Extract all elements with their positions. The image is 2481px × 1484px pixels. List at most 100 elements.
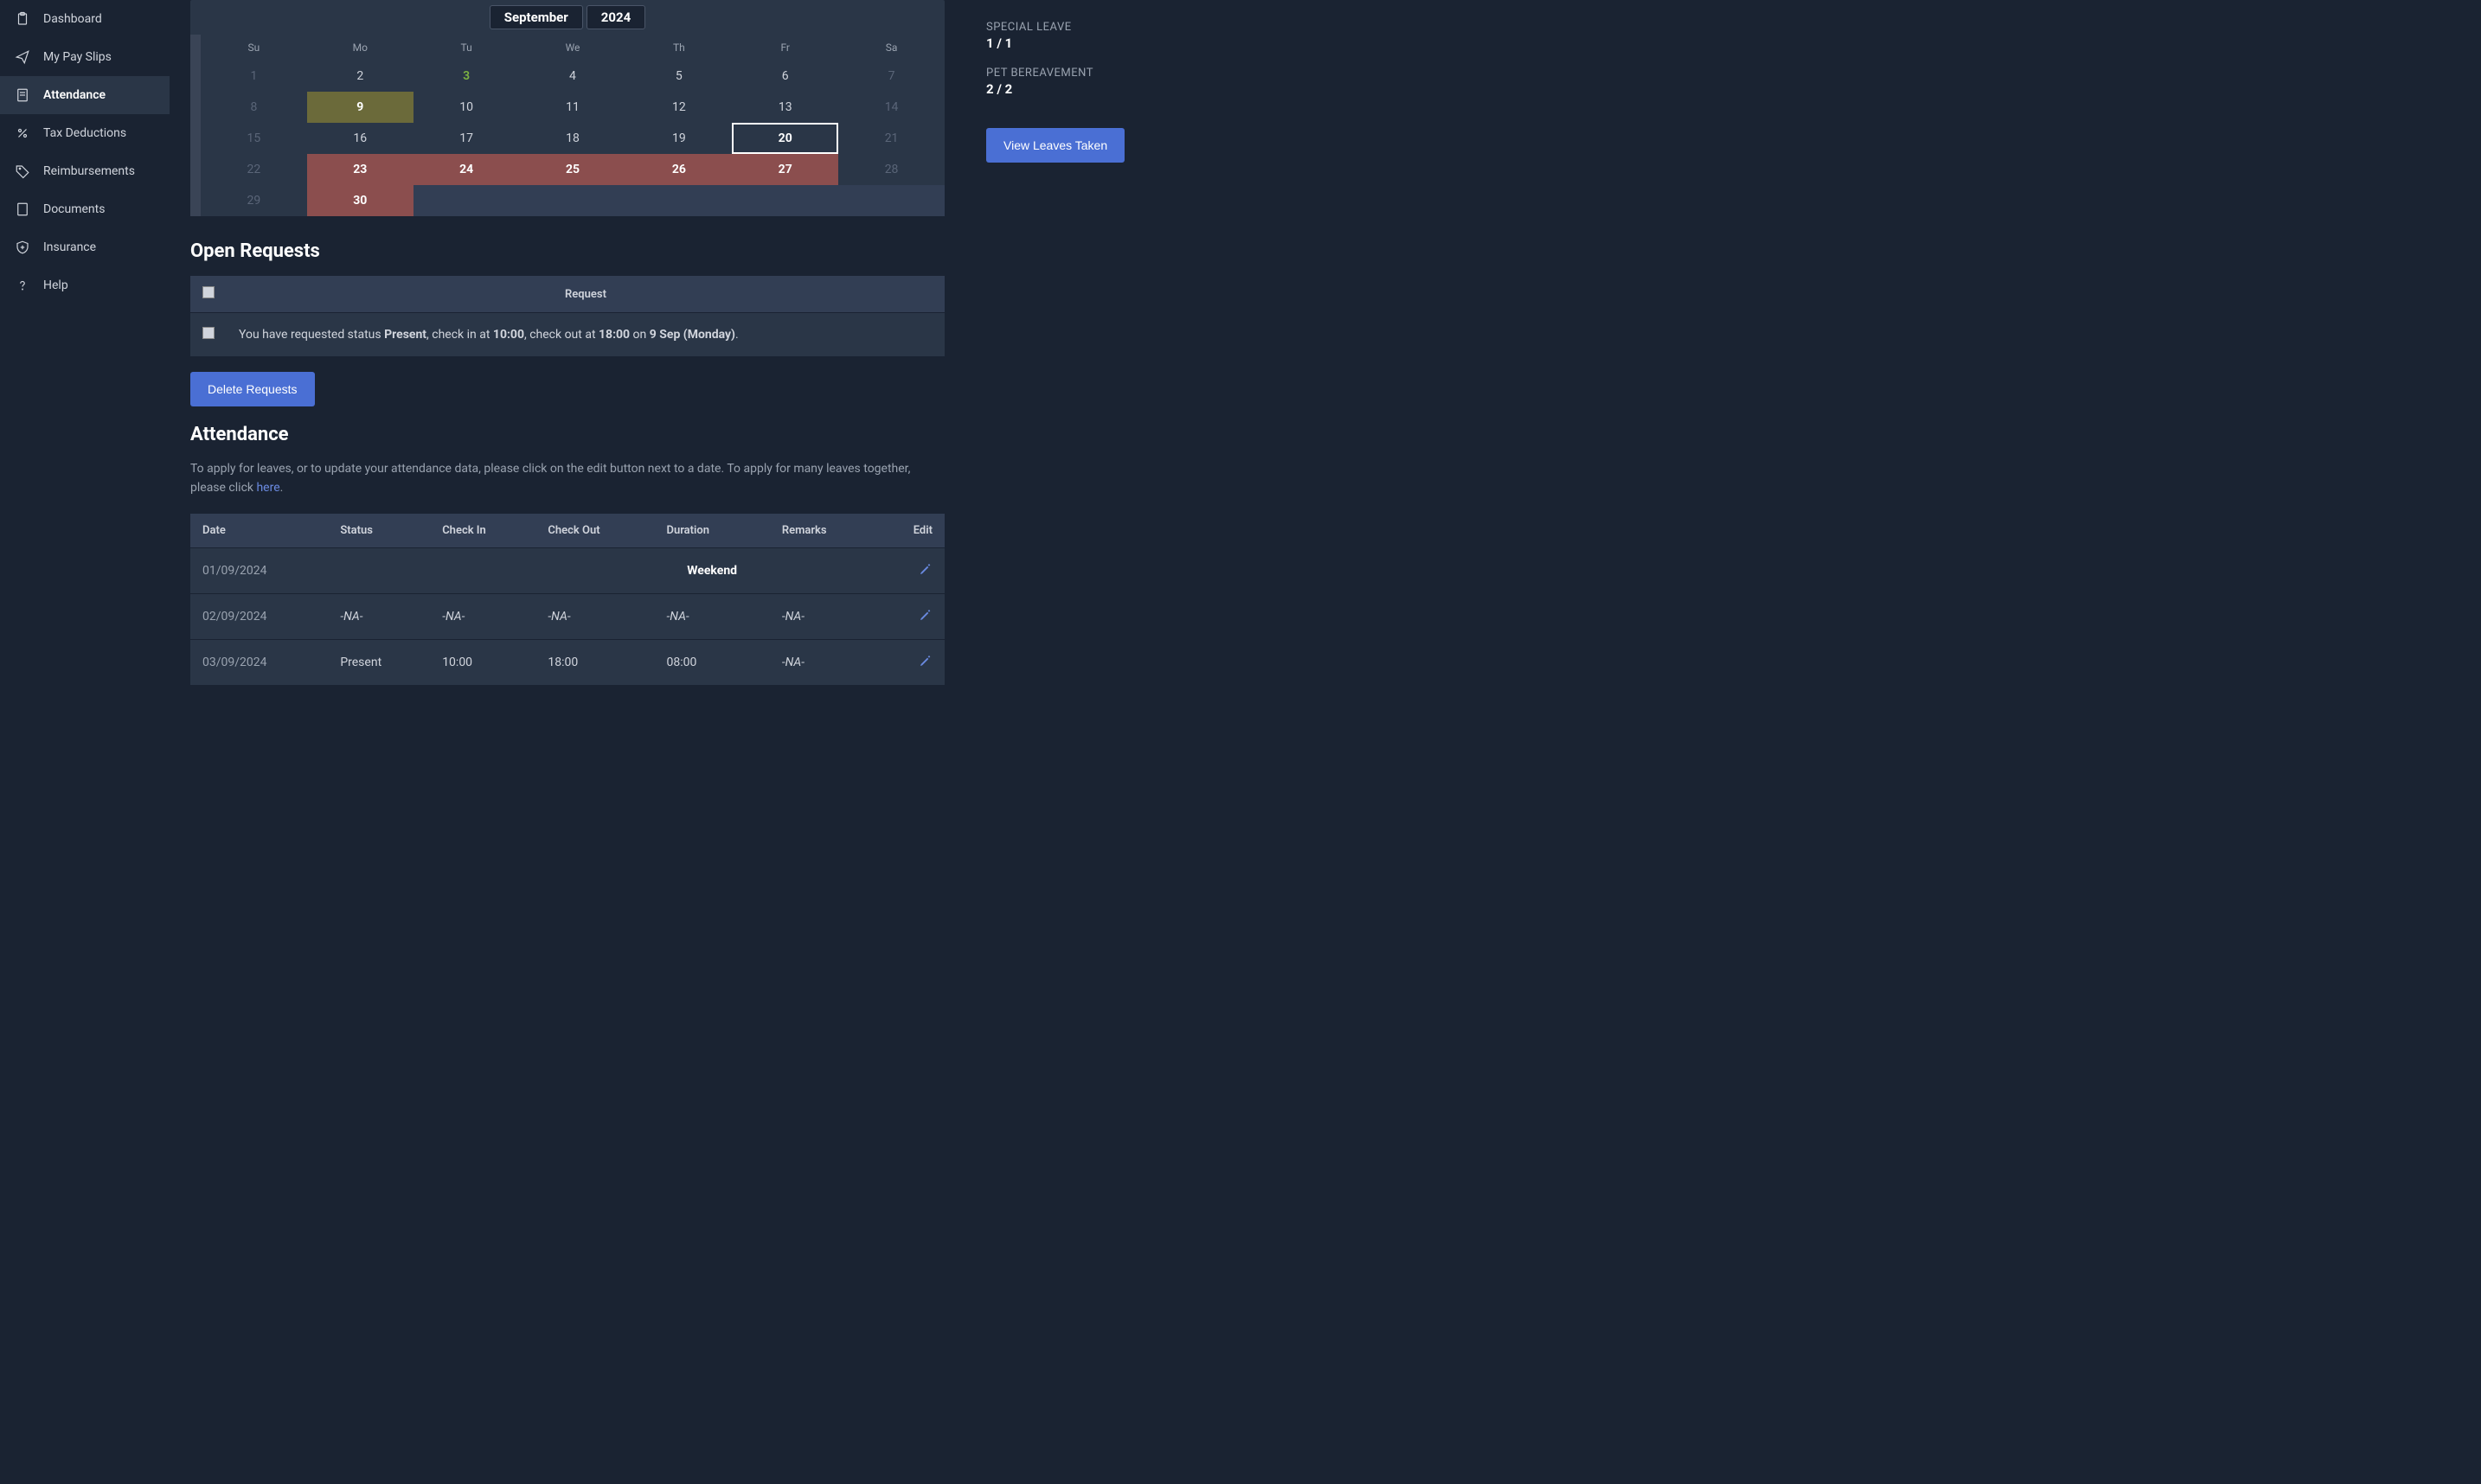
sidebar-item-attendance[interactable]: Attendance <box>0 76 170 114</box>
open-requests-title: Open Requests <box>190 240 945 262</box>
calendar-day[interactable]: 19 <box>625 123 732 154</box>
leave-label: Special Leave <box>986 21 1187 34</box>
calendar-day[interactable]: 20 <box>732 123 838 154</box>
calendar-day <box>838 185 945 216</box>
sidebar-item-insurance[interactable]: Insurance <box>0 228 170 266</box>
here-link[interactable]: here <box>256 481 279 495</box>
sidebar-item-dashboard[interactable]: Dashboard <box>0 0 170 38</box>
calendar-day[interactable]: 7 <box>838 61 945 92</box>
calendar-day[interactable]: 6 <box>732 61 838 92</box>
month-select[interactable]: September <box>490 5 583 29</box>
attendance-cell: -NA- <box>535 593 654 639</box>
attendance-cell: 18:00 <box>535 639 654 685</box>
calendar-day[interactable]: 2 <box>307 61 414 92</box>
attendance-col: Date <box>190 514 328 548</box>
sidebar-label: Reimbursements <box>43 164 135 178</box>
request-header: Request <box>227 276 945 313</box>
attendance-cell: 02/09/2024 <box>190 593 328 639</box>
calendar-day[interactable]: 23 <box>307 154 414 185</box>
attendance-cell: 08:00 <box>655 639 770 685</box>
calendar-day[interactable]: 3 <box>414 61 520 92</box>
sidebar-label: Dashboard <box>43 12 102 26</box>
calendar-day[interactable]: 18 <box>520 123 626 154</box>
calendar-day[interactable]: 24 <box>414 154 520 185</box>
sidebar-label: My Pay Slips <box>43 50 112 64</box>
shield-icon <box>14 239 31 256</box>
edit-icon[interactable] <box>919 657 933 671</box>
view-leaves-button[interactable]: View Leaves Taken <box>986 128 1125 163</box>
folder-icon <box>14 201 31 218</box>
calendar-day[interactable]: 5 <box>625 61 732 92</box>
calendar-day[interactable]: 14 <box>838 92 945 123</box>
sidebar-item-tax[interactable]: Tax Deductions <box>0 114 170 152</box>
calendar-day[interactable]: 13 <box>732 92 838 123</box>
attendance-col: Remarks <box>770 514 877 548</box>
calendar-day[interactable]: 9 <box>307 92 414 123</box>
attendance-cell: Weekend <box>655 547 770 593</box>
attendance-cell <box>535 547 654 593</box>
calendar-grid: SuMoTuWeThFrSa12345678910111213141516171… <box>190 35 945 216</box>
attendance-cell <box>328 547 430 593</box>
edit-cell <box>877 593 945 639</box>
sidebar-label: Documents <box>43 202 105 216</box>
attendance-cell <box>770 547 877 593</box>
sidebar-item-reimbursements[interactable]: Reimbursements <box>0 152 170 190</box>
request-checkbox[interactable] <box>202 327 215 339</box>
calendar-day[interactable]: 11 <box>520 92 626 123</box>
calendar-day[interactable]: 26 <box>625 154 732 185</box>
sidebar-label: Attendance <box>43 88 106 102</box>
leave-count: 1 / 1 <box>986 35 1187 51</box>
calendar-day[interactable]: 10 <box>414 92 520 123</box>
attendance-title: Attendance <box>190 424 945 445</box>
calendar-day[interactable]: 16 <box>307 123 414 154</box>
calendar-day <box>520 185 626 216</box>
help-icon <box>14 277 31 294</box>
calendar-day[interactable]: 27 <box>732 154 838 185</box>
attendance-col: Check Out <box>535 514 654 548</box>
leave-block: Pet Bereavement2 / 2 <box>986 67 1187 97</box>
calendar-day[interactable]: 8 <box>201 92 307 123</box>
edit-icon[interactable] <box>919 611 933 625</box>
sidebar-item-help[interactable]: Help <box>0 266 170 304</box>
calendar-day[interactable]: 15 <box>201 123 307 154</box>
edit-cell <box>877 547 945 593</box>
edit-icon[interactable] <box>919 566 933 579</box>
leave-count: 2 / 2 <box>986 81 1187 97</box>
calendar-day[interactable]: 17 <box>414 123 520 154</box>
calendar-day[interactable]: 29 <box>201 185 307 216</box>
open-requests-table: Request You have requested status Presen… <box>190 276 945 356</box>
calendar-day[interactable]: 25 <box>520 154 626 185</box>
calendar-dow: Tu <box>414 35 520 61</box>
calendar-dow: Su <box>201 35 307 61</box>
calendar-day[interactable]: 28 <box>838 154 945 185</box>
calendar-day[interactable]: 21 <box>838 123 945 154</box>
select-all-checkbox[interactable] <box>202 286 215 298</box>
calendar-day <box>625 185 732 216</box>
attendance-row: 02/09/2024-NA--NA--NA--NA--NA- <box>190 593 945 639</box>
clipboard-icon <box>14 10 31 28</box>
attendance-col: Check In <box>430 514 535 548</box>
attendance-cell: Present <box>328 639 430 685</box>
sidebar-label: Tax Deductions <box>43 126 126 140</box>
sidebar-item-documents[interactable]: Documents <box>0 190 170 228</box>
attendance-col: Edit <box>877 514 945 548</box>
attendance-cell <box>430 547 535 593</box>
percent-icon <box>14 125 31 142</box>
request-row: You have requested status Present, check… <box>190 313 945 357</box>
calendar-day[interactable]: 1 <box>201 61 307 92</box>
calendar-dow: Fr <box>732 35 838 61</box>
send-icon <box>14 48 31 66</box>
attendance-table: DateStatusCheck InCheck OutDurationRemar… <box>190 514 945 685</box>
calendar-dow: Sa <box>838 35 945 61</box>
calendar-day[interactable]: 4 <box>520 61 626 92</box>
leave-block: Special Leave1 / 1 <box>986 21 1187 51</box>
delete-requests-button[interactable]: Delete Requests <box>190 372 315 406</box>
calendar-day[interactable]: 22 <box>201 154 307 185</box>
sidebar-item-payslips[interactable]: My Pay Slips <box>0 38 170 76</box>
sidebar: Dashboard My Pay Slips Attendance Tax De… <box>0 0 170 1484</box>
calendar-day[interactable]: 30 <box>307 185 414 216</box>
attendance-col: Duration <box>655 514 770 548</box>
year-select[interactable]: 2024 <box>587 5 645 29</box>
calendar-day[interactable]: 12 <box>625 92 732 123</box>
attendance-cell: 03/09/2024 <box>190 639 328 685</box>
